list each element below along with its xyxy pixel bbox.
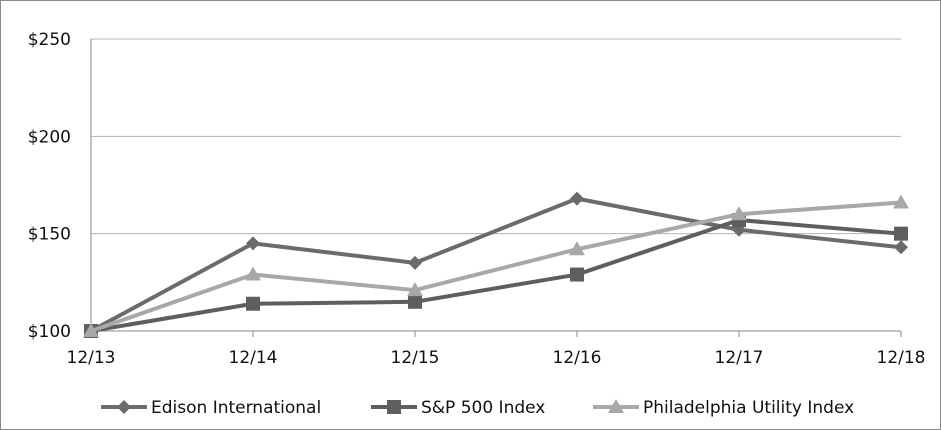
series-lines	[83, 191, 909, 338]
x-tick-label: 12/18	[877, 348, 926, 368]
legend-marker	[117, 400, 131, 414]
data-point	[893, 194, 909, 209]
data-point	[408, 255, 422, 270]
legend-item: Philadelphia Utility Index	[593, 398, 854, 418]
data-point	[408, 294, 422, 309]
y-tick-label: $100	[28, 322, 71, 342]
legend-item: S&P 500 Index	[371, 398, 545, 418]
legend-label: S&P 500 Index	[421, 398, 545, 418]
legend-label: Edison International	[151, 398, 321, 418]
y-tick-label: $200	[28, 127, 71, 147]
legend-marker	[608, 399, 624, 413]
series-line	[90, 218, 902, 333]
data-point	[731, 206, 747, 221]
y-tick-label: $250	[28, 30, 71, 50]
x-tick-label: 12/14	[229, 348, 278, 368]
legend-item: Edison International	[101, 398, 321, 418]
data-point	[569, 241, 585, 256]
x-tick-labels: 12/13 12/14 12/15 12/16 12/17 12/18	[67, 348, 926, 368]
y-tick-labels: $100 $150 $200 $250	[28, 30, 71, 342]
gridlines	[91, 38, 901, 235]
data-point	[894, 240, 908, 255]
axes	[90, 39, 902, 337]
legend-label: Philadelphia Utility Index	[643, 398, 854, 418]
legend-marker	[387, 400, 401, 414]
series-2	[83, 194, 909, 337]
series-0	[84, 191, 908, 338]
data-point	[407, 282, 423, 297]
data-point	[246, 296, 260, 311]
data-point	[894, 226, 908, 241]
legend: Edison International S&P 500 Index Philade…	[101, 398, 854, 418]
data-point	[570, 267, 584, 282]
series-line	[90, 196, 902, 333]
series-line	[90, 200, 902, 333]
data-point	[570, 191, 584, 206]
x-tick-label: 12/17	[715, 348, 764, 368]
x-tick-label: 12/13	[67, 348, 116, 368]
x-tick-label: 12/15	[391, 348, 440, 368]
data-point	[83, 323, 99, 337]
x-tick-label: 12/16	[553, 348, 602, 368]
y-tick-label: $150	[28, 225, 71, 245]
data-point	[245, 266, 261, 281]
data-point	[246, 236, 260, 251]
